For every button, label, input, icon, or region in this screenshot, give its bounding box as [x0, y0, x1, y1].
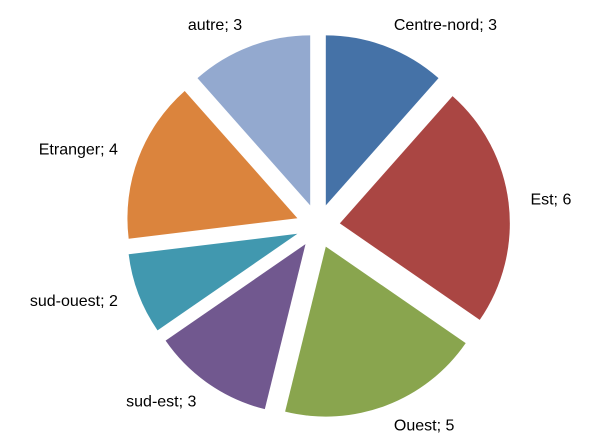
pie-slice — [339, 96, 510, 320]
data-label: Est; 6 — [530, 191, 571, 208]
data-label: autre; 3 — [188, 17, 242, 34]
data-label: Etranger; 4 — [39, 141, 118, 158]
pie-slice — [128, 233, 298, 331]
pie-slice — [165, 244, 306, 410]
data-label: Ouest; 5 — [394, 417, 455, 434]
pie-slice — [325, 35, 439, 206]
data-label: Centre-nord; 3 — [394, 17, 497, 34]
data-label: sud-est; 3 — [126, 393, 196, 410]
pie-slice — [197, 35, 311, 206]
data-label: sud-ouest; 2 — [30, 293, 118, 310]
pie-slice — [127, 90, 298, 239]
pie-slice — [285, 246, 466, 417]
